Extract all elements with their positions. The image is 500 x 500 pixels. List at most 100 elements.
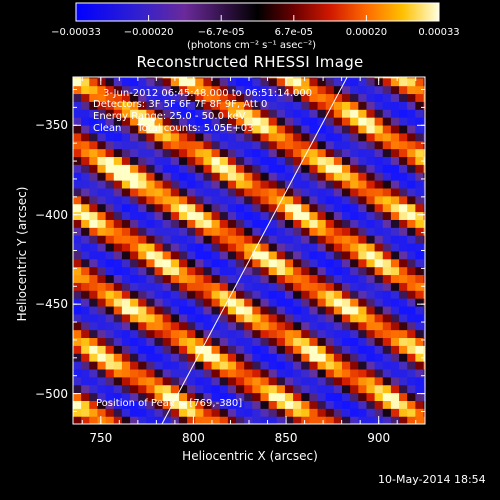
heatmap-cell — [309, 274, 319, 283]
heatmap-cell — [252, 211, 262, 220]
heatmap-cell — [284, 85, 294, 95]
heatmap-cell — [293, 148, 302, 158]
heatmap-cell — [382, 77, 392, 87]
heatmap-cell — [260, 368, 270, 378]
heatmap-cell — [382, 180, 392, 189]
heatmap-cell — [317, 227, 327, 236]
heatmap-cell — [81, 117, 90, 126]
heatmap-cell — [407, 361, 416, 370]
heatmap-cell — [309, 321, 319, 331]
heatmap-cell — [407, 242, 416, 252]
heatmap-cell — [268, 290, 278, 299]
heatmap-cell — [325, 101, 335, 110]
heatmap-cell — [317, 235, 327, 244]
heatmap-cell — [211, 266, 221, 276]
heatmap-cell — [309, 242, 319, 252]
heatmap-cell — [301, 235, 310, 244]
heatmap-cell — [211, 313, 221, 323]
heatmap-cell — [399, 329, 408, 339]
heatmap-cell — [130, 298, 139, 307]
heatmap-cell — [97, 250, 107, 260]
heatmap-cell — [399, 353, 408, 362]
heatmap-cell — [423, 384, 425, 394]
heatmap-cell — [105, 368, 115, 378]
heatmap-cell — [138, 77, 147, 87]
heatmap-cell — [121, 85, 131, 95]
heatmap-cell — [97, 132, 107, 142]
heatmap-cell — [211, 117, 221, 126]
heatmap-cell — [407, 140, 416, 150]
heatmap-cell — [97, 353, 107, 362]
heatmap-cell — [105, 227, 115, 236]
heatmap-cell — [260, 140, 270, 150]
heatmap-cell — [358, 187, 368, 197]
heatmap-cell — [219, 313, 229, 323]
heatmap-cell — [219, 361, 229, 370]
heatmap-cell — [138, 321, 147, 331]
heatmap-cell — [244, 392, 253, 401]
heatmap-cell — [382, 329, 392, 339]
heatmap-cell — [366, 337, 376, 346]
heatmap-cell — [219, 408, 229, 417]
heatmap-cell — [390, 250, 400, 260]
heatmap-cell — [350, 337, 359, 346]
heatmap-cell — [121, 180, 131, 189]
heatmap-cell — [342, 85, 351, 95]
heatmap-cell — [81, 305, 90, 315]
heatmap-cell — [89, 77, 99, 87]
heatmap-cell — [325, 408, 335, 417]
heatmap-cell — [325, 321, 335, 331]
heatmap-cell — [138, 117, 147, 126]
heatmap-cell — [162, 298, 172, 307]
heatmap-cell — [342, 345, 351, 354]
heatmap-cell — [342, 282, 351, 291]
heatmap-cell — [309, 400, 319, 409]
heatmap-cell — [154, 77, 164, 79]
heatmap-cell — [350, 384, 359, 394]
heatmap-cell — [309, 156, 319, 165]
heatmap-cell — [73, 172, 82, 181]
heatmap-cell — [284, 290, 294, 299]
heatmap-cell — [284, 384, 294, 394]
heatmap-cell — [415, 416, 425, 424]
heatmap-cell — [260, 85, 270, 95]
heatmap-cell — [252, 203, 262, 213]
heatmap-cell — [423, 337, 425, 346]
heatmap-cell — [309, 235, 319, 244]
heatmap-cell — [73, 361, 82, 370]
heatmap-cell — [276, 313, 286, 323]
heatmap-cell — [268, 361, 278, 370]
heatmap-cell — [325, 109, 335, 118]
heatmap-cell — [350, 195, 359, 205]
heatmap-cell — [211, 195, 221, 205]
heatmap-cell — [284, 329, 294, 339]
heatmap-cell — [236, 305, 245, 315]
heatmap-cell — [227, 235, 237, 244]
heatmap-cell — [382, 250, 392, 260]
heatmap-cell — [390, 203, 400, 213]
heatmap-cell — [105, 408, 115, 417]
heatmap-cell — [203, 77, 213, 87]
heatmap-cell — [333, 290, 343, 299]
heatmap-cell — [130, 321, 139, 331]
heatmap-cell — [203, 156, 213, 165]
heatmap-cell — [236, 187, 245, 197]
heatmap-cell — [284, 219, 294, 228]
heatmap-cell — [260, 109, 270, 118]
heatmap-cell — [227, 321, 237, 331]
heatmap-cell — [390, 290, 400, 299]
heatmap-cell — [138, 298, 147, 307]
heatmap-cell — [187, 416, 196, 424]
heatmap-cell — [358, 203, 368, 213]
heatmap-cell — [211, 321, 221, 331]
heatmap-cell — [252, 353, 262, 362]
heatmap-cell — [333, 321, 343, 331]
heatmap-cell — [203, 77, 213, 79]
heatmap-cell — [390, 298, 400, 307]
heatmap-cell — [227, 329, 237, 339]
heatmap-cell — [105, 290, 115, 299]
heatmap-cell — [309, 227, 319, 236]
heatmap-cell — [268, 337, 278, 346]
heatmap-cell — [227, 109, 237, 118]
heatmap-cell — [121, 211, 131, 220]
